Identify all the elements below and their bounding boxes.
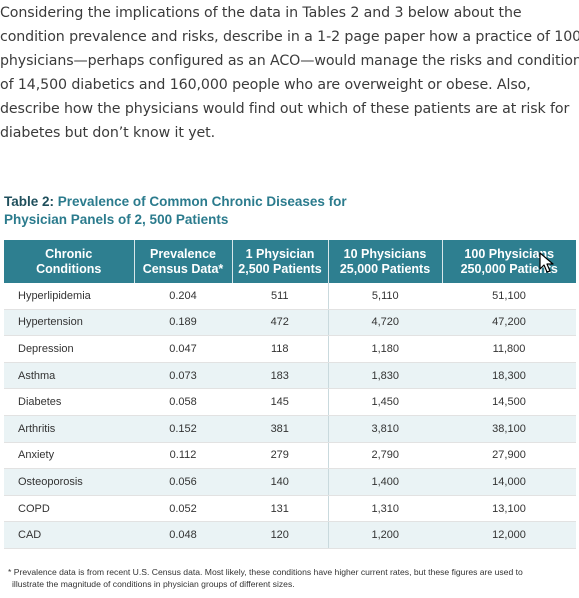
column-header: Chronic Conditions	[4, 240, 135, 283]
table-cell: 11,800	[442, 335, 576, 363]
table-row: CAD 0.048 120 1,200 12,000	[4, 521, 576, 549]
paragraph-line: physicians—perhaps configured as an ACO—…	[0, 53, 579, 69]
table-cell: 131	[232, 495, 329, 523]
table-cell: 381	[232, 415, 329, 443]
table-cell: 0.189	[134, 309, 232, 337]
condition-name: Diabetes	[4, 388, 134, 416]
condition-name: Hyperlipidemia	[4, 283, 134, 310]
table-row: COPD 0.052 131 1,310 13,100	[4, 495, 576, 523]
table-cell: 0.058	[134, 388, 232, 416]
table-row: Anxiety 0.112 279 2,790 27,900	[4, 442, 576, 470]
table-cell: 0.073	[134, 362, 232, 390]
table-cell: 4,720	[328, 309, 442, 337]
paragraph-line: condition prevalence and risks, describe…	[0, 29, 579, 45]
table-cell: 0.112	[134, 442, 232, 470]
table-cell: 2,790	[328, 442, 442, 470]
table-cell: 120	[232, 521, 329, 549]
condition-name: Depression	[4, 335, 134, 363]
table-cell: 0.056	[134, 468, 232, 496]
table-cell: 1,310	[328, 495, 442, 523]
mouse-pointer-icon	[539, 252, 554, 273]
table-cell: 0.052	[134, 495, 232, 523]
table-row: Arthritis 0.152 381 3,810 38,100	[4, 415, 576, 443]
table-cell: 1,200	[328, 521, 442, 549]
table-cell: 140	[232, 468, 329, 496]
table-cell: 0.204	[134, 283, 232, 310]
column-header: 100 Physicians 250,000 Patients	[442, 240, 576, 283]
assignment-paragraph: Considering the implications of the data…	[0, 1, 579, 145]
condition-name: Arthritis	[4, 415, 134, 443]
table-cell: 511	[232, 283, 329, 310]
table-cell: 472	[232, 309, 329, 337]
table-cell: 3,810	[328, 415, 442, 443]
column-header: 1 Physician 2,500 Patients	[232, 240, 329, 283]
table-title: Table 2: Prevalence of Common Chronic Di…	[4, 193, 404, 229]
table-cell: 18,300	[442, 362, 576, 390]
table-title-line2: Physician Panels of 2, 500 Patients	[4, 212, 229, 227]
table-cell: 279	[232, 442, 329, 470]
table-cell: 1,830	[328, 362, 442, 390]
table-cell: 47,200	[442, 309, 576, 337]
footnote-line1: * Prevalence data is from recent U.S. Ce…	[8, 567, 523, 577]
table-row: Hypertension 0.189 472 4,720 47,200	[4, 309, 576, 337]
table-row: Depression 0.047 118 1,180 11,800	[4, 335, 576, 363]
table-cell: 118	[232, 335, 329, 363]
condition-name: CAD	[4, 521, 134, 549]
footnote-line2: illustrate the magnitude of conditions i…	[12, 579, 295, 589]
table-cell: 12,000	[442, 521, 576, 549]
table-cell: 14,000	[442, 468, 576, 496]
table-header-row: Chronic Conditions Prevalence Census Data*…	[4, 240, 576, 283]
paragraph-line: diabetes but don’t know it yet.	[0, 125, 216, 141]
table-cell: 1,180	[328, 335, 442, 363]
table-footnote: * Prevalence data is from recent U.S. Ce…	[8, 566, 573, 590]
table-cell: 0.047	[134, 335, 232, 363]
table-cell: 1,450	[328, 388, 442, 416]
column-header: Prevalence Census Data*	[134, 240, 233, 283]
table-row: Osteoporosis 0.056 140 1,400 14,000	[4, 468, 576, 496]
condition-name: Osteoporosis	[4, 468, 134, 496]
paragraph-line: of 14,500 diabetics and 160,000 people w…	[0, 77, 531, 93]
condition-name: COPD	[4, 495, 134, 523]
table-cell: 14,500	[442, 388, 576, 416]
table-cell: 51,100	[442, 283, 576, 310]
paragraph-line: describe how the physicians would find o…	[0, 101, 570, 117]
table-cell: 1,400	[328, 468, 442, 496]
table-cell: 5,110	[328, 283, 442, 310]
table-cell: 27,900	[442, 442, 576, 470]
table-row: Diabetes 0.058 145 1,450 14,500	[4, 388, 576, 416]
table-title-line1: Prevalence of Common Chronic Diseases fo…	[57, 194, 347, 209]
table-row: Hyperlipidemia 0.204 511 5,110 51,100	[4, 283, 576, 310]
table-cell: 0.152	[134, 415, 232, 443]
table-row: Asthma 0.073 183 1,830 18,300	[4, 362, 576, 390]
condition-name: Hypertension	[4, 309, 134, 337]
paragraph-line: Considering the implications of the data…	[0, 5, 522, 21]
prevalence-table: Chronic Conditions Prevalence Census Data*…	[4, 240, 576, 549]
table-cell: 0.048	[134, 521, 232, 549]
table-cell: 13,100	[442, 495, 576, 523]
table-number: Table 2:	[4, 194, 55, 209]
condition-name: Asthma	[4, 362, 134, 390]
column-header: 10 Physicians 25,000 Patients	[328, 240, 443, 283]
table-cell: 183	[232, 362, 329, 390]
table-cell: 145	[232, 388, 329, 416]
table-cell: 38,100	[442, 415, 576, 443]
condition-name: Anxiety	[4, 442, 134, 470]
